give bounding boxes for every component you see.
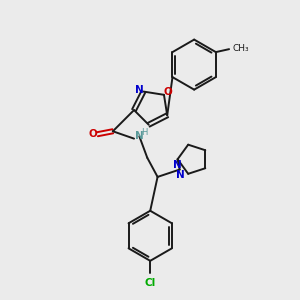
Text: N: N xyxy=(135,85,143,95)
Text: CH₃: CH₃ xyxy=(232,44,249,53)
Text: N: N xyxy=(176,170,184,180)
Text: O: O xyxy=(163,87,172,97)
Text: N: N xyxy=(135,131,144,141)
Text: Cl: Cl xyxy=(145,278,156,288)
Text: H: H xyxy=(141,128,148,137)
Text: O: O xyxy=(88,129,97,139)
Text: N: N xyxy=(172,160,182,170)
